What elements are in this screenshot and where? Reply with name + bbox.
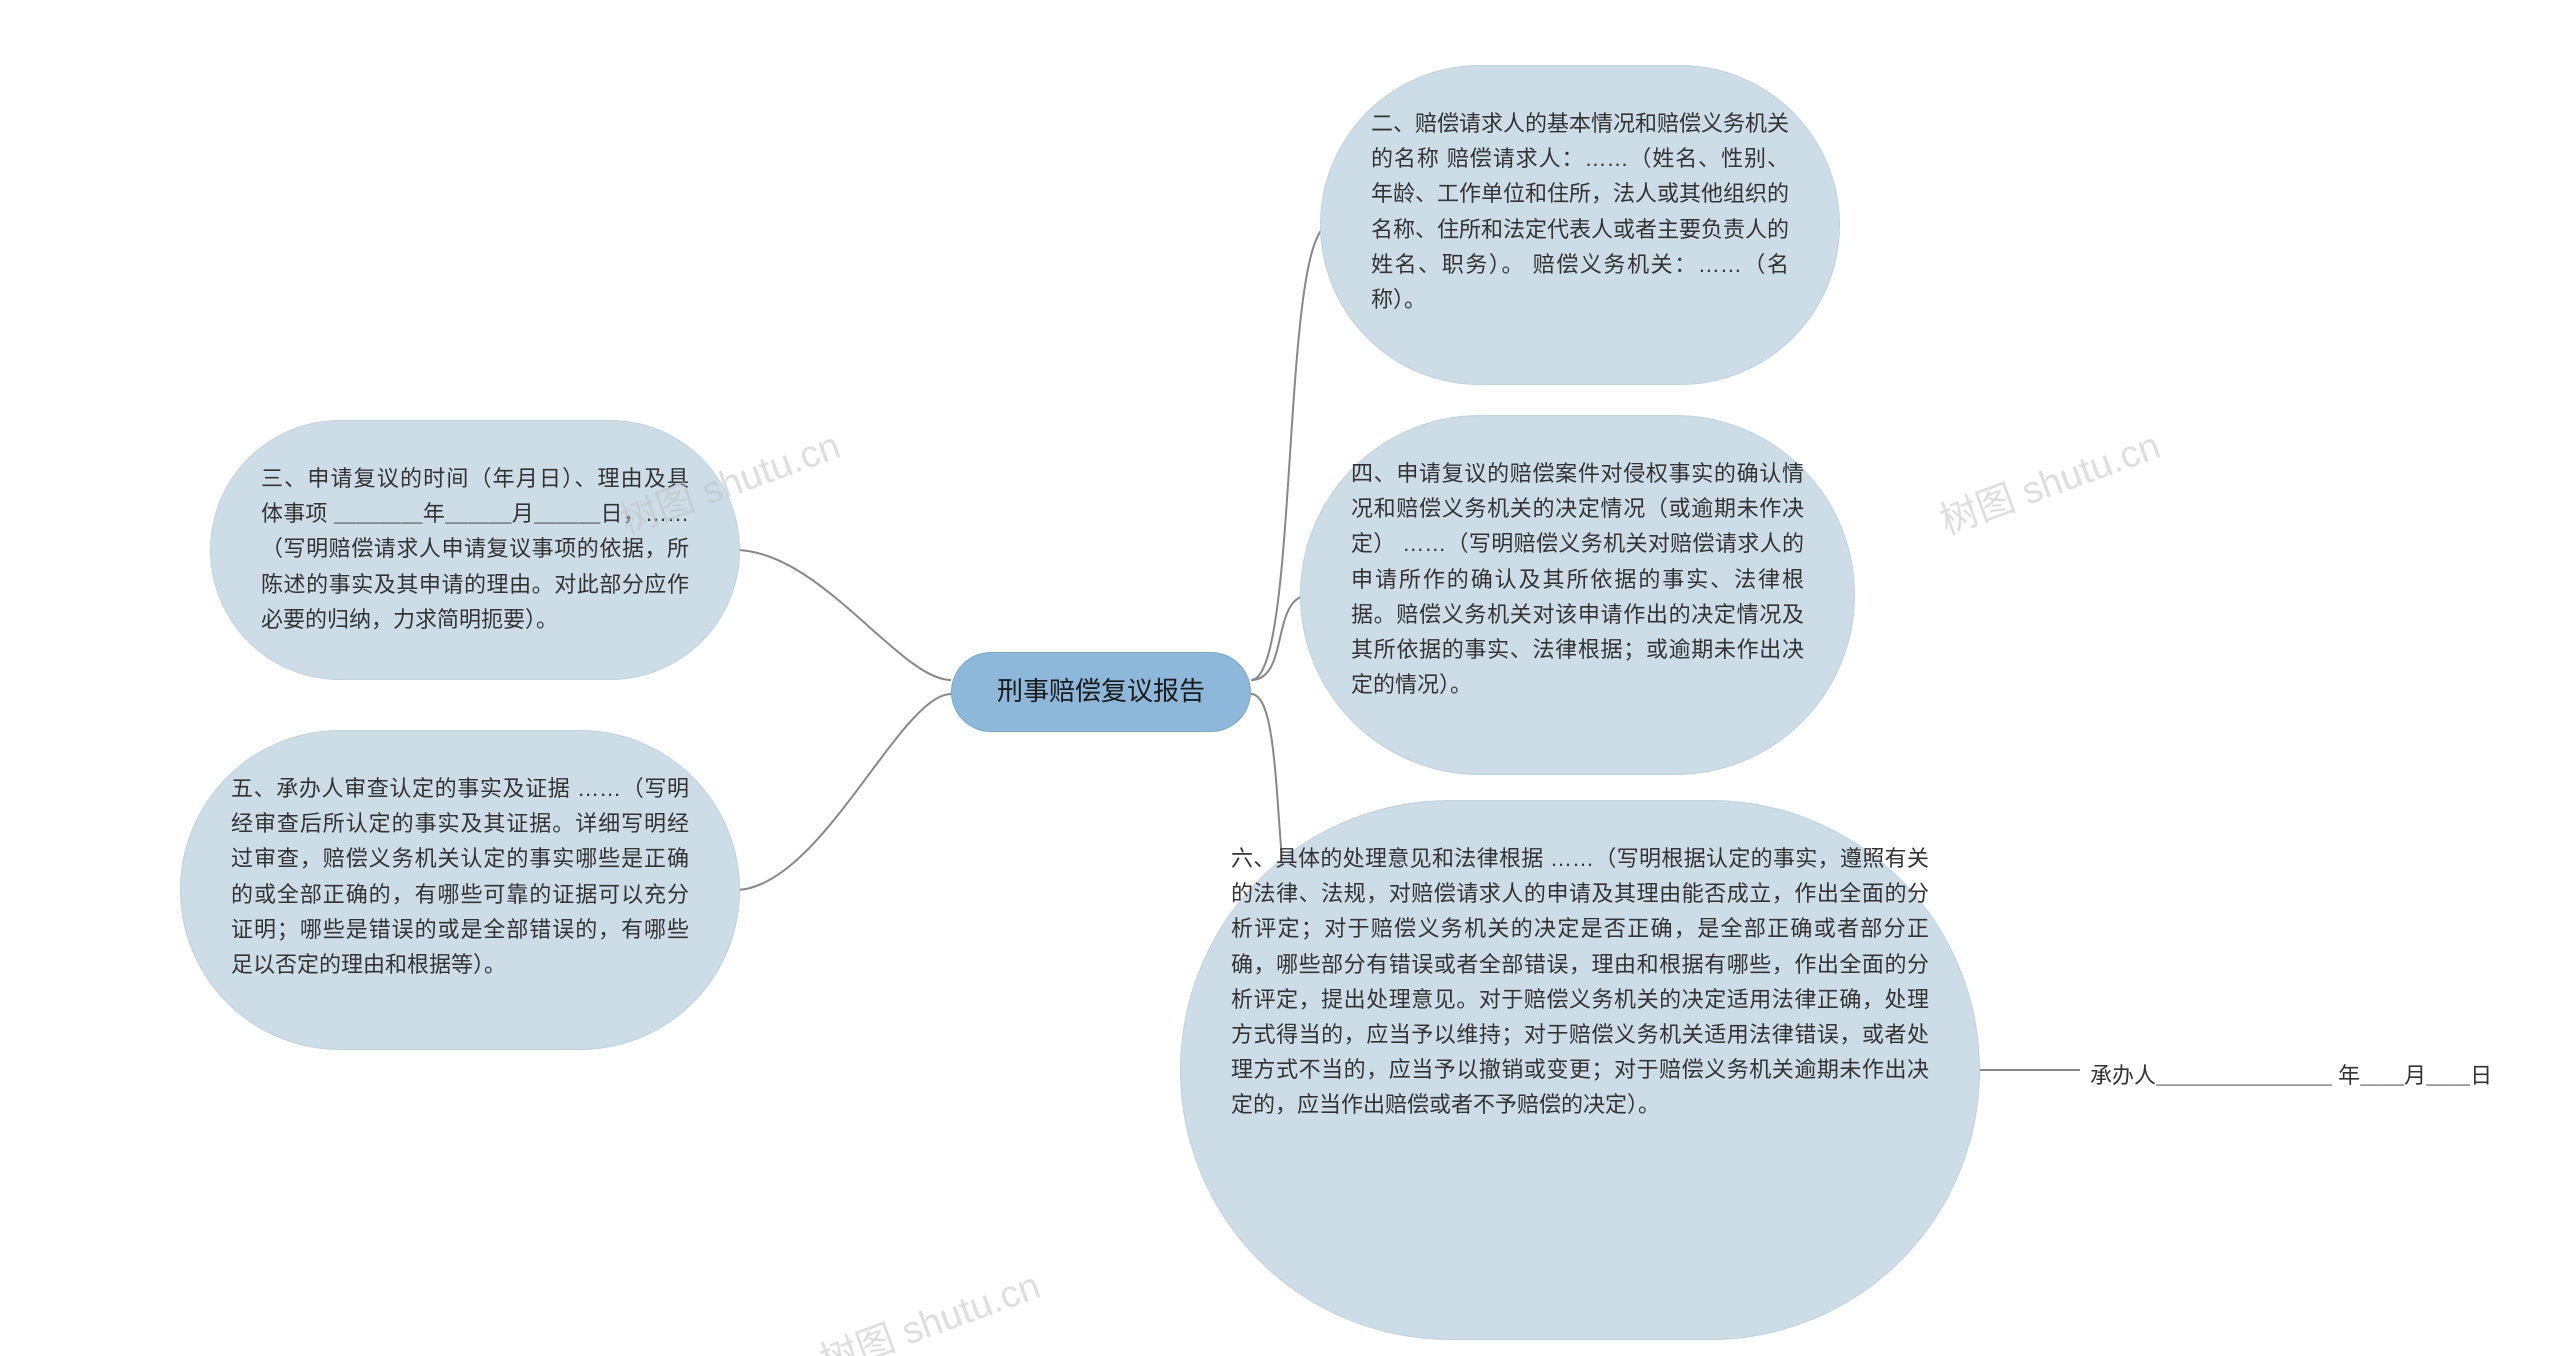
leaf-label: 承办人＿＿＿＿＿＿＿＿ 年＿＿月＿＿日: [2090, 1063, 2492, 1088]
connector-center-n5: [735, 694, 951, 890]
branch-label: 五、承办人审查认定的事实及证据 ……（写明经审查后所认定的事实及其证据。详细写明…: [231, 776, 689, 977]
branch-label: 三、申请复议的时间（年月日）、理由及具体事项 ＿＿＿＿年＿＿＿月＿＿＿日，……（…: [261, 466, 689, 632]
branch-node-n6[interactable]: 六、具体的处理意见和法律根据 ……（写明根据认定的事实，遵照有关的法律、法规，对…: [1180, 800, 1980, 1340]
branch-label: 六、具体的处理意见和法律根据 ……（写明根据认定的事实，遵照有关的法律、法规，对…: [1231, 846, 1929, 1117]
branch-label: 二、赔偿请求人的基本情况和赔偿义务机关的名称 赔偿请求人：……（姓名、性别、年龄…: [1371, 111, 1789, 312]
branch-node-n5[interactable]: 五、承办人审查认定的事实及证据 ……（写明经审查后所认定的事实及其证据。详细写明…: [180, 730, 740, 1050]
connector-center-n3: [735, 550, 951, 680]
branch-node-n3[interactable]: 三、申请复议的时间（年月日）、理由及具体事项 ＿＿＿＿年＿＿＿月＿＿＿日，……（…: [210, 420, 740, 680]
branch-node-n2[interactable]: 二、赔偿请求人的基本情况和赔偿义务机关的名称 赔偿请求人：……（姓名、性别、年龄…: [1320, 65, 1840, 385]
center-node[interactable]: 刑事赔偿复议报告: [951, 652, 1251, 732]
branch-label: 四、申请复议的赔偿案件对侵权事实的确认情况和赔偿义务机关的决定情况（或逾期未作决…: [1351, 461, 1804, 697]
watermark: 树图 shutu.cn: [811, 1255, 1046, 1356]
leaf-node-n6leaf[interactable]: 承办人＿＿＿＿＿＿＿＿ 年＿＿月＿＿日: [2090, 1058, 2520, 1093]
watermark: 树图 shutu.cn: [1931, 415, 2166, 545]
center-label: 刑事赔偿复议报告: [997, 676, 1205, 706]
branch-node-n4[interactable]: 四、申请复议的赔偿案件对侵权事实的确认情况和赔偿义务机关的决定情况（或逾期未作决…: [1300, 415, 1855, 775]
